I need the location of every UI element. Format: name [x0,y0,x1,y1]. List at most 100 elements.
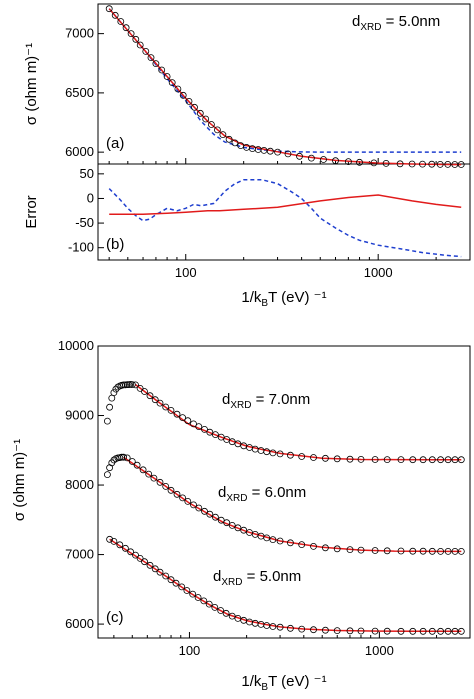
panel-c-point-5-0nm [457,627,465,635]
panel-c-point-6-0nm [123,454,131,462]
panel-b-xlabel-main: 1/k [241,289,262,306]
panel-b-solid-line [109,194,462,215]
panel-c-point-7-0nm [156,399,164,407]
panel-c-point-6-0nm [139,466,147,474]
panel-a-point [451,161,459,168]
panel-a-point [132,35,140,43]
panel-a-annotation-sub: XRD [360,22,381,33]
panel-a-point [168,79,176,86]
panel-c-xlabel-rest: T (eV) ⁻¹ [268,673,326,690]
panel-c-point-5-0nm [437,627,445,635]
panel-c-point-5-0nm [106,535,113,543]
panel-a-point [419,160,426,168]
panel-c-point-7-0nm [146,392,154,400]
panel-c-point-6-0nm [444,548,452,555]
panel-a-fit-line [108,8,462,166]
panel-a-point [127,30,135,37]
panel-c-point-6-0nm [173,490,181,498]
panel-c-point-7-0nm [234,440,242,448]
panel-a-ytick-label: 6500 [65,85,94,100]
panel-c-point-5-0nm [217,607,225,614]
panel-c-point-6-0nm [286,539,294,547]
panel-c-point-5-0nm [333,627,341,634]
panel-c-ytick-label: 8000 [65,477,94,492]
panel-c-point-6-0nm [179,494,187,502]
panel-c-point-5-0nm [183,587,191,594]
panel-a-point [122,24,130,32]
panel-c-frame [97,345,471,639]
panel-c-point-5-0nm [110,538,118,545]
panel-c-point-7-0nm [228,438,236,446]
panel-a-ylabel: σ (ohm m)⁻¹ [23,43,40,125]
panel-a-point [457,161,465,168]
panel-c: 6000 7000 8000 9000 10000 100 1000 [58,338,471,658]
panel-c-point-7-0nm [437,456,445,464]
panel-c-point-7-0nm [333,455,341,463]
panel-c-point-5-0nm [269,623,277,630]
panel-c-xlabel-main: 1/k [241,673,262,690]
panel-c-point-6-0nm [118,453,126,461]
panel-c-ytick-label: 7000 [65,547,94,562]
panel-b-ytick-label: 0 [87,190,94,205]
panel-c-ytick-label: 10000 [58,338,94,353]
panel-c-point-5-0nm [428,627,436,635]
panel-c-point-6-0nm [150,474,158,482]
panel-b: -100 -50 0 50 100 1000 [68,166,471,280]
panel-a-point [436,160,444,168]
panel-c-point-5-0nm [156,568,164,576]
panel-c-point-7-0nm [132,381,139,389]
panel-a-point [274,148,282,156]
panel-b-dashed-line [108,179,462,258]
panel-a-point [444,160,452,168]
panel-c-point-7-0nm [104,417,111,425]
panel-c-point-7-0nm [206,428,214,436]
panel-c-point-5-0nm [286,624,294,632]
panel-c-point-5-0nm [346,627,354,635]
panel-c-point-7-0nm [162,403,170,411]
panel-c-point-6-0nm [269,536,277,543]
panel-b-label: (b) [106,236,124,253]
panel-c-point-5-0nm [200,597,208,605]
panel-b-xtick-label: 100 [175,265,197,280]
panel-a-point [284,150,292,158]
panel-c-point-7-0nm [128,381,136,389]
panel-a-ytick-label: 7000 [65,26,94,41]
panel-c-point-5-0nm [151,565,159,573]
panel-c-point-7-0nm [419,456,427,464]
panel-a-point [152,60,160,67]
panel-c-point-7-0nm [457,456,465,464]
panel-c-annotation-6-rest: = 6.0nm [247,484,306,501]
panel-c-point-7-0nm [123,381,131,389]
panel-c-point-5-0nm [298,625,306,633]
panel-c-point-6-0nm [120,453,127,461]
panel-c-point-7-0nm [201,425,208,433]
panel-c-point-5-0nm [205,600,213,608]
panel-c-point-6-0nm [223,519,231,527]
panel-c-xtick-label: 100 [179,643,201,658]
panel-c-annotation-5-rest: = 5.0nm [242,568,301,585]
panel-b-xlabel-sub: B [261,298,268,309]
panel-c-annotation-5-sub: XRD [221,577,242,588]
panel-c-point-5-0nm [419,627,427,635]
panel-c-point-7-0nm [357,455,365,463]
panel-c-point-5-0nm [127,548,135,556]
panel-c-point-6-0nm [156,478,164,486]
panel-c-point-6-0nm [201,507,208,515]
panel-c-point-5-0nm [321,626,329,634]
panel-c-point-5-0nm [211,604,219,611]
panel-a-point [111,11,119,19]
panel-c-annotation-5-main: d [213,568,221,585]
panel-b-xtick-label: 1000 [364,265,393,280]
panel-a-point [163,73,171,80]
panel-c-point-6-0nm [357,546,365,554]
panel-c-annotation-6-main: d [218,484,226,501]
panel-c-point-6-0nm [228,522,236,529]
panel-c-point-6-0nm [211,513,219,521]
panel-a-point [196,109,204,117]
panel-c-point-5-0nm [172,579,180,587]
panel-c-point-6-0nm [437,548,445,555]
panel-c-point-7-0nm [276,450,284,458]
panel-c-point-7-0nm [321,454,329,462]
panel-a-point [356,158,363,166]
panel-c-point-5-0nm [228,612,236,620]
